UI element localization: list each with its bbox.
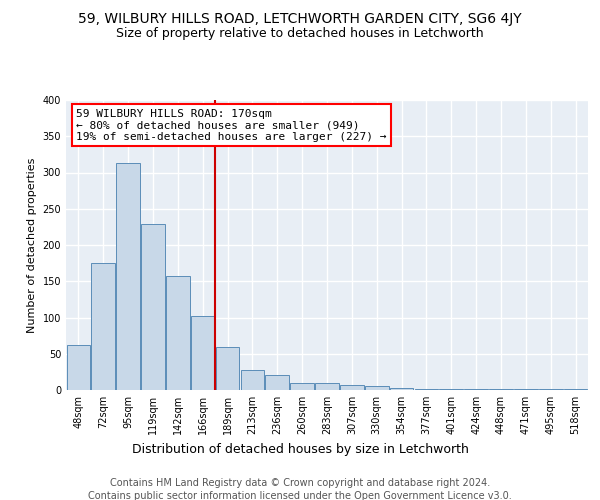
Bar <box>315 383 339 390</box>
Bar <box>340 385 364 390</box>
Bar <box>390 388 413 390</box>
Y-axis label: Number of detached properties: Number of detached properties <box>27 158 37 332</box>
Text: Distribution of detached houses by size in Letchworth: Distribution of detached houses by size … <box>131 442 469 456</box>
Bar <box>91 263 115 390</box>
Text: 59 WILBURY HILLS ROAD: 170sqm
← 80% of detached houses are smaller (949)
19% of : 59 WILBURY HILLS ROAD: 170sqm ← 80% of d… <box>76 108 387 142</box>
Text: 59, WILBURY HILLS ROAD, LETCHWORTH GARDEN CITY, SG6 4JY: 59, WILBURY HILLS ROAD, LETCHWORTH GARDE… <box>78 12 522 26</box>
Bar <box>290 384 314 390</box>
Bar <box>241 370 264 390</box>
Bar <box>216 346 239 390</box>
Bar <box>67 345 90 390</box>
Bar <box>265 375 289 390</box>
Bar <box>141 224 165 390</box>
Bar <box>116 163 140 390</box>
Text: Contains public sector information licensed under the Open Government Licence v3: Contains public sector information licen… <box>88 491 512 500</box>
Bar <box>365 386 389 390</box>
Bar <box>166 276 190 390</box>
Text: Contains HM Land Registry data © Crown copyright and database right 2024.: Contains HM Land Registry data © Crown c… <box>110 478 490 488</box>
Bar <box>191 316 215 390</box>
Bar <box>415 388 438 390</box>
Text: Size of property relative to detached houses in Letchworth: Size of property relative to detached ho… <box>116 28 484 40</box>
